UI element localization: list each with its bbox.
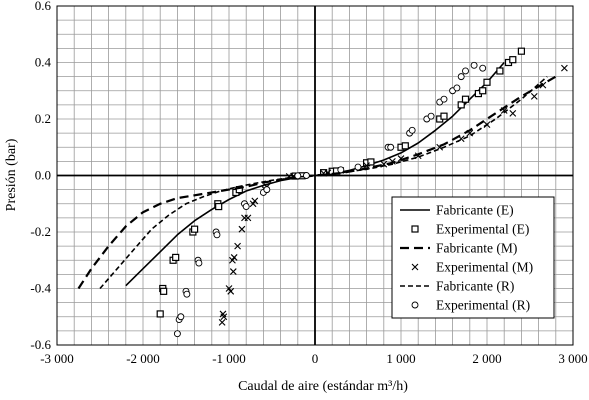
data-point-square [156, 310, 164, 318]
data-point-x [363, 162, 370, 170]
data-point-x [251, 197, 259, 205]
tick-labels: -3 000 -2 000 -1 000 0 1 000 2 000 3 000 -0.6 -0… [30, 0, 587, 366]
data-point-x [389, 157, 396, 165]
data-point-circle [213, 231, 221, 239]
data-point-x [230, 254, 238, 261]
y-tick-label: -0.6 [30, 337, 51, 352]
data-point-circle [354, 163, 362, 171]
legend-label: Fabricante (R) [436, 279, 514, 294]
x-tick-label: -3 000 [40, 351, 74, 366]
data-point-circle [337, 166, 345, 174]
data-point-circle [294, 172, 302, 180]
series-line [125, 61, 505, 287]
data-point-square [509, 56, 517, 64]
data-point-circle [427, 112, 435, 120]
legend-item: Fabricante (E) [400, 203, 514, 218]
data-point-square [479, 87, 487, 95]
data-point-x [397, 155, 405, 162]
data-point-x [530, 93, 538, 100]
data-point-square [440, 112, 448, 120]
y-tick-label: -0.2 [30, 224, 51, 239]
data-point-x [561, 64, 568, 72]
data-point-square [461, 95, 470, 103]
data-point-circle [177, 313, 185, 321]
x-axis-title: Caudal de aire (estándar m³/h) [238, 379, 408, 394]
data-point-square [483, 78, 491, 86]
data-point-x [229, 268, 237, 275]
y-tick-label: 0.6 [35, 0, 52, 13]
x-tick-label: 3 000 [558, 351, 587, 366]
series-5 [99, 75, 548, 290]
x-tick-label: 0 [312, 351, 319, 366]
data-point-circle [195, 259, 203, 267]
data-point-square [172, 253, 180, 262]
legend-label: Fabricante (M) [436, 241, 517, 256]
legend-item: Experimental (E) [411, 222, 529, 237]
data-point-circle [387, 143, 395, 151]
data-point-circle [440, 95, 448, 103]
x-tick-label: -1 000 [212, 351, 246, 366]
data-point-x [414, 152, 422, 160]
series-line [99, 75, 548, 290]
data-point-x [218, 319, 226, 326]
data-point-x [500, 107, 508, 114]
data-point-circle [183, 290, 191, 298]
legend-swatch-x [411, 263, 419, 271]
data-point-square [191, 225, 199, 233]
data-point-x [509, 109, 517, 117]
data-point-circle [263, 186, 271, 194]
data-point-circle [470, 61, 478, 69]
series-1 [125, 61, 505, 287]
data-point-square [215, 202, 223, 211]
legend-label: Experimental (M) [436, 260, 533, 275]
legend-item: Experimental (R) [411, 298, 530, 313]
y-tick-label: 0.0 [35, 168, 51, 183]
legend-item: Fabricante (R) [400, 279, 514, 294]
y-tick-label: 0.4 [35, 55, 52, 70]
y-tick-label: -0.4 [30, 281, 51, 296]
x-tick-label: -2 000 [126, 351, 160, 366]
x-tick-label: 2 000 [472, 351, 501, 366]
data-point-square [517, 47, 526, 55]
y-tick-label: 0.2 [35, 111, 51, 126]
legend-label: Experimental (E) [436, 222, 529, 237]
data-point-circle [302, 172, 310, 179]
data-point-square [401, 142, 409, 150]
legend-item: Experimental (M) [411, 260, 533, 275]
legend-label: Experimental (R) [436, 298, 530, 313]
data-point-circle [457, 73, 465, 81]
legend-label: Fabricante (E) [436, 203, 514, 218]
legend: Fabricante (E) Experimental (E) Fabricante… [391, 196, 555, 319]
data-point-x [227, 287, 235, 295]
legend-swatch-circle [411, 301, 419, 309]
data-point-x [220, 313, 228, 321]
legend-box [391, 196, 555, 319]
series-6 [173, 61, 487, 338]
series-layer [77, 47, 568, 338]
y-axis-title: Presión (bar) [4, 138, 19, 211]
legend-swatch-square [411, 225, 419, 233]
data-point-circle [462, 67, 469, 75]
data-point-circle [242, 203, 250, 211]
data-point-x [234, 242, 241, 250]
data-point-circle [173, 330, 181, 338]
data-point-x [238, 225, 246, 233]
legend-item: Fabricante (M) [400, 241, 517, 256]
data-point-circle [408, 126, 416, 134]
data-point-square [457, 101, 465, 109]
data-point-x [244, 214, 252, 222]
x-tick-label: 1 000 [386, 351, 415, 366]
data-point-x [539, 81, 547, 89]
data-point-square [496, 67, 504, 75]
data-point-square [367, 158, 375, 166]
data-point-square [160, 287, 168, 295]
data-point-circle [479, 64, 487, 72]
data-point-circle [453, 84, 461, 92]
